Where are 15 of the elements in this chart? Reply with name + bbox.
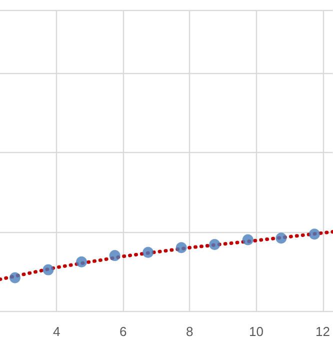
point xyxy=(142,246,154,258)
point xyxy=(176,242,187,254)
point xyxy=(276,232,287,244)
point xyxy=(209,238,220,250)
point xyxy=(308,228,320,240)
x-tick-label: 4 xyxy=(52,324,60,339)
x-tick-label: 8 xyxy=(186,324,194,339)
point xyxy=(76,256,88,268)
x-tick-label: 12 xyxy=(316,324,330,339)
point xyxy=(42,264,54,276)
point xyxy=(9,272,20,284)
point xyxy=(109,250,120,262)
point xyxy=(242,234,254,246)
x-tick-label: 10 xyxy=(248,324,264,339)
x-tick-label: 6 xyxy=(120,324,127,339)
